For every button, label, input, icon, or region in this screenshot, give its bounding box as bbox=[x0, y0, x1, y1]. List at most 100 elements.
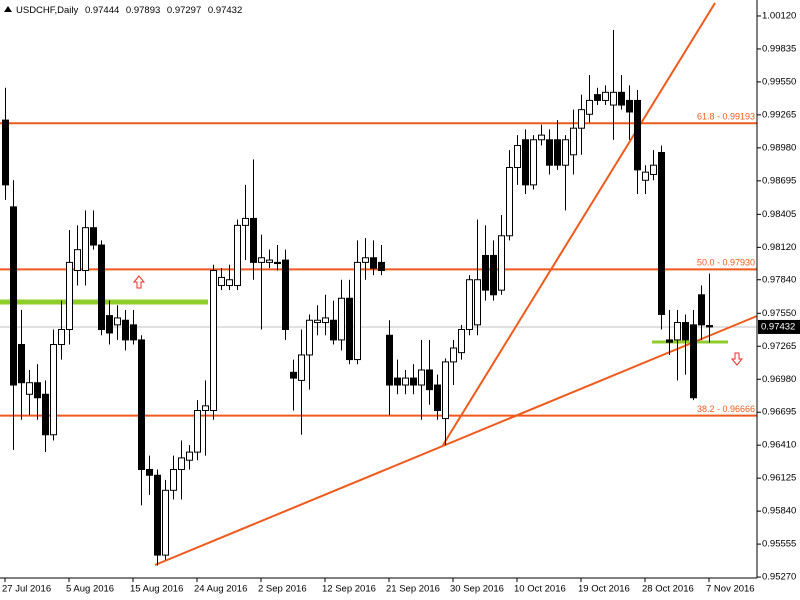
candle-body bbox=[482, 254, 489, 291]
candle-body bbox=[562, 139, 569, 166]
candle-body bbox=[98, 244, 105, 330]
candle-body bbox=[674, 322, 681, 341]
candle-body bbox=[394, 377, 401, 386]
candle-body bbox=[474, 279, 481, 326]
y-tick-label: 1.00120 bbox=[762, 10, 796, 21]
candle-body bbox=[650, 164, 657, 175]
candle-body bbox=[170, 468, 177, 491]
candle-body bbox=[666, 339, 673, 343]
candle-body bbox=[258, 257, 265, 263]
candle-body bbox=[210, 269, 217, 411]
candle-body bbox=[434, 384, 441, 411]
candle-body bbox=[130, 324, 137, 341]
candle-body bbox=[586, 99, 593, 115]
candle-body bbox=[298, 354, 305, 381]
trend-line bbox=[442, 2, 716, 446]
candle-body bbox=[194, 409, 201, 453]
y-tick-label: 0.95840 bbox=[762, 506, 796, 517]
candle-body bbox=[90, 227, 97, 246]
y-tick-label: 0.98120 bbox=[762, 242, 796, 253]
x-tick-label: 5 Aug 2016 bbox=[66, 584, 114, 595]
trend-line bbox=[154, 315, 758, 566]
candle-body bbox=[266, 259, 273, 263]
candle-body bbox=[618, 91, 625, 106]
x-tick-label: 24 Aug 2016 bbox=[194, 584, 247, 595]
price-tag-label: 0.97432 bbox=[761, 321, 795, 332]
x-tick-label: 2 Sep 2016 bbox=[258, 584, 307, 595]
candle-body bbox=[50, 344, 57, 436]
chart-title: USDCHF,Daily bbox=[16, 5, 79, 16]
candle-body bbox=[306, 319, 313, 356]
y-tick-label: 0.96980 bbox=[762, 374, 796, 385]
candle-body bbox=[58, 328, 65, 346]
candle-body bbox=[314, 319, 321, 324]
candle-body bbox=[602, 91, 609, 101]
price-tag bbox=[758, 319, 800, 334]
y-tick-label: 0.97840 bbox=[762, 274, 796, 285]
fib-label: 61.8 - 0.99193 bbox=[697, 112, 755, 122]
candle-body bbox=[642, 171, 649, 181]
candles bbox=[2, 29, 713, 566]
candle-body bbox=[274, 261, 281, 265]
candle-body bbox=[242, 217, 249, 226]
candle-body bbox=[106, 315, 113, 334]
down-arrow bbox=[730, 352, 744, 366]
candle-body bbox=[162, 489, 169, 556]
x-tick-label: 15 Aug 2016 bbox=[130, 584, 183, 595]
candle-body bbox=[226, 279, 233, 287]
candle-body bbox=[594, 94, 601, 101]
last-low: 0.97297 bbox=[167, 5, 201, 16]
candle-body bbox=[546, 139, 553, 166]
candle-body bbox=[154, 474, 161, 556]
x-tick-label: 30 Sep 2016 bbox=[450, 584, 504, 595]
candle-body bbox=[514, 145, 521, 169]
candle-body bbox=[450, 347, 457, 363]
candle-body bbox=[570, 127, 577, 156]
candle-body bbox=[466, 279, 473, 330]
candle-body bbox=[338, 297, 345, 341]
x-tick-label: 28 Oct 2016 bbox=[642, 584, 694, 595]
candle-body bbox=[354, 261, 361, 361]
candle-body bbox=[554, 139, 561, 166]
candle-body bbox=[378, 261, 385, 271]
candle-body bbox=[706, 325, 713, 328]
last-close: 0.97432 bbox=[208, 5, 242, 16]
y-tick-label: 0.97265 bbox=[762, 341, 796, 352]
candle-body bbox=[658, 151, 665, 315]
candle-body bbox=[626, 99, 633, 113]
candle-body bbox=[218, 276, 225, 287]
candle-body bbox=[346, 297, 353, 361]
candle-body bbox=[26, 382, 33, 395]
plot-area bbox=[0, 0, 757, 578]
y-tick-label: 0.99835 bbox=[762, 43, 796, 54]
y-tick-label: 0.95270 bbox=[762, 572, 796, 583]
candle-body bbox=[290, 371, 297, 379]
candle-body bbox=[418, 369, 425, 386]
candle-body bbox=[202, 405, 209, 411]
candle-body bbox=[634, 99, 641, 171]
candle-body bbox=[330, 319, 337, 341]
candle-body bbox=[234, 224, 241, 287]
candle-body bbox=[138, 339, 145, 470]
candle-body bbox=[250, 217, 257, 263]
candle-body bbox=[322, 317, 329, 324]
candle-body bbox=[66, 261, 73, 330]
candle-body bbox=[490, 254, 497, 296]
candle-body bbox=[698, 294, 705, 326]
candle-body bbox=[402, 377, 409, 386]
candle-body bbox=[386, 334, 393, 386]
x-tick-label: 7 Nov 2016 bbox=[706, 584, 755, 595]
up-arrow bbox=[132, 275, 146, 289]
chart-header: USDCHF,Daily 0.97444 0.97893 0.97297 0.9… bbox=[16, 5, 242, 16]
candle-body bbox=[10, 206, 17, 386]
candle-body bbox=[690, 324, 697, 399]
y-tick-label: 0.97550 bbox=[762, 308, 796, 319]
y-tick-label: 0.98695 bbox=[762, 175, 796, 186]
candle-body bbox=[442, 361, 449, 420]
candle-body bbox=[522, 139, 529, 186]
candle-body bbox=[410, 377, 417, 386]
candle-body bbox=[178, 457, 185, 470]
y-tick-label: 0.99265 bbox=[762, 109, 796, 120]
